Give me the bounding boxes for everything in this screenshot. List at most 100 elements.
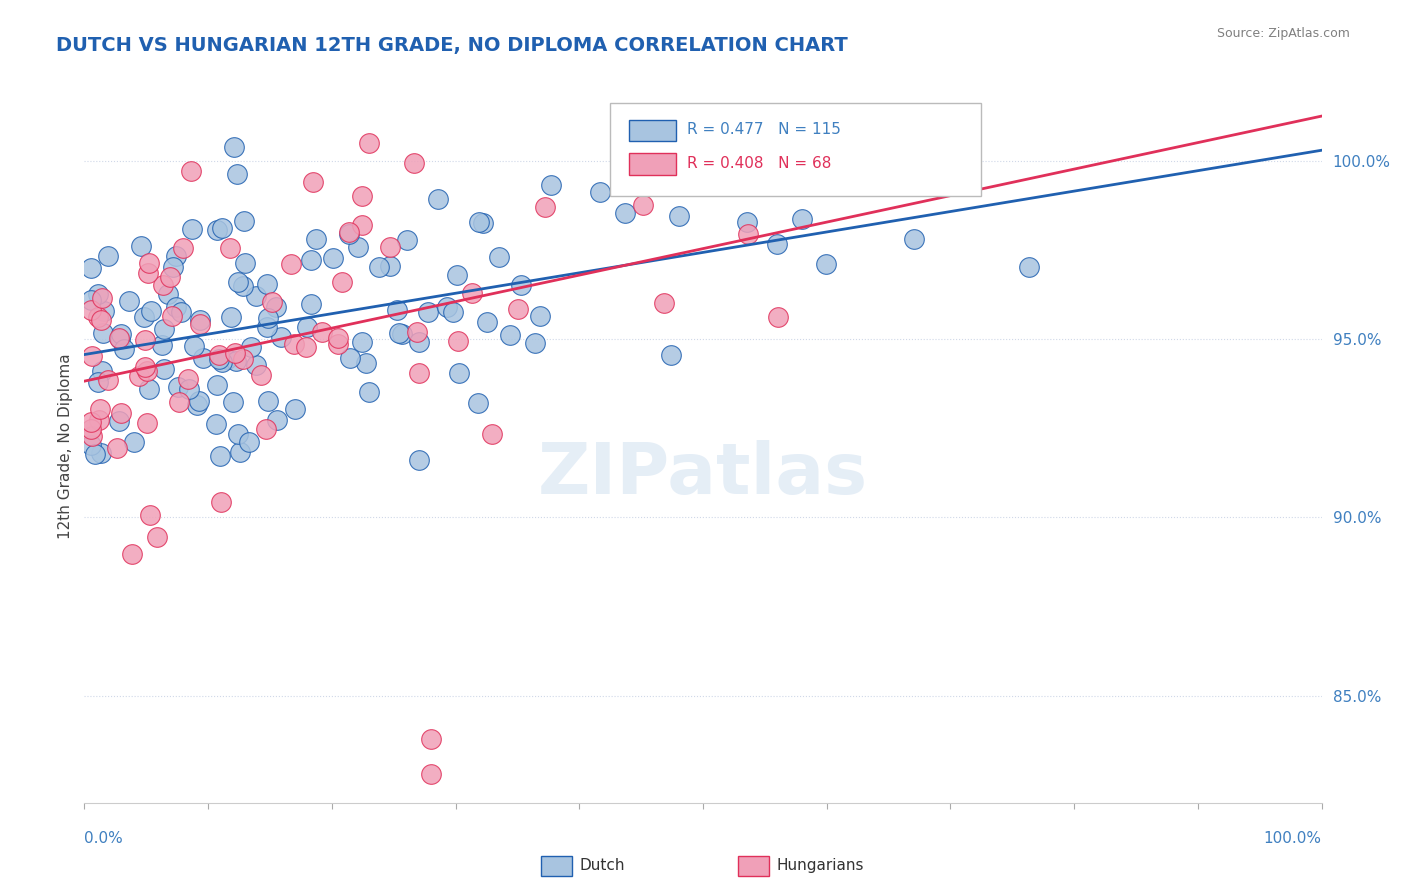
Point (205, 223, 228, 237)
Point (436, 301, 458, 315)
Point (159, 269, 181, 284)
Point (467, 395, 489, 409)
Point (283, 337, 305, 351)
Text: DUTCH VS HUNGARIAN 12TH GRADE, NO DIPLOMA CORRELATION CHART: DUTCH VS HUNGARIAN 12TH GRADE, NO DIPLOM… (56, 36, 848, 54)
Point (523, 336, 546, 351)
Point (229, 445, 252, 459)
Point (169, 395, 191, 409)
Point (408, 366, 430, 380)
Point (165, 300, 187, 314)
Point (481, 426, 503, 441)
Point (110, 406, 132, 420)
Point (226, 276, 249, 290)
Point (233, 256, 256, 270)
Point (89, 413, 111, 427)
Point (107, 441, 129, 455)
Point (311, 325, 333, 339)
Point (187, 393, 209, 408)
Point (509, 278, 531, 293)
Point (90, 446, 112, 460)
FancyBboxPatch shape (628, 153, 676, 175)
Point (180, 164, 202, 178)
Point (378, 240, 401, 254)
Point (354, 356, 377, 370)
Point (128, 368, 150, 383)
Point (205, 417, 228, 432)
Text: Dutch: Dutch (579, 858, 624, 872)
Point (93, 303, 115, 318)
Point (419, 731, 441, 746)
Point (815, 257, 838, 271)
Point (90, 291, 112, 305)
Point (280, 257, 302, 271)
Point (221, 310, 243, 324)
FancyBboxPatch shape (610, 103, 981, 196)
Point (150, 338, 173, 352)
Point (82, 349, 104, 363)
Point (80, 429, 103, 443)
Point (299, 297, 322, 311)
Point (122, 435, 145, 450)
Point (79, 415, 101, 429)
Point (166, 380, 188, 394)
FancyBboxPatch shape (628, 120, 676, 141)
Point (266, 413, 288, 427)
Point (416, 305, 439, 319)
Point (347, 239, 370, 253)
Point (87, 375, 110, 389)
Point (534, 200, 557, 214)
Point (322, 252, 344, 266)
Point (294, 340, 316, 354)
Point (183, 339, 205, 353)
Point (792, 212, 814, 227)
Point (540, 178, 562, 192)
Point (467, 215, 489, 229)
Point (460, 286, 482, 301)
Point (419, 767, 441, 781)
Point (79, 260, 101, 275)
Text: ZIPatlas: ZIPatlas (538, 440, 868, 509)
Point (83, 447, 105, 461)
Point (446, 334, 468, 348)
Point (79, 437, 101, 451)
Point (145, 530, 167, 544)
Point (79, 422, 101, 436)
Point (118, 294, 141, 309)
Point (170, 305, 193, 319)
Point (441, 304, 464, 318)
Point (256, 277, 278, 291)
Point (211, 355, 233, 369)
Point (226, 427, 249, 442)
Point (225, 353, 247, 368)
Point (181, 222, 204, 236)
Point (257, 311, 280, 326)
Point (240, 340, 263, 354)
Point (153, 362, 176, 376)
Point (79, 293, 101, 308)
Point (408, 453, 430, 467)
Text: 0.0%: 0.0% (84, 831, 124, 847)
Point (188, 317, 211, 331)
Point (630, 136, 652, 150)
Point (245, 359, 267, 373)
Point (108, 332, 131, 346)
Point (208, 352, 231, 367)
Point (222, 394, 245, 409)
Point (87, 287, 110, 301)
Point (613, 206, 636, 220)
Text: R = 0.477   N = 115: R = 0.477 N = 115 (688, 122, 841, 137)
Point (160, 309, 183, 323)
Point (427, 193, 450, 207)
Point (378, 259, 401, 273)
Point (250, 368, 273, 383)
Point (589, 185, 612, 199)
Point (766, 310, 789, 324)
Point (97, 249, 120, 263)
Point (766, 236, 789, 251)
Point (357, 384, 380, 399)
Point (91, 364, 114, 378)
Point (256, 393, 278, 408)
Point (735, 214, 758, 228)
Point (153, 321, 176, 335)
Point (90, 313, 112, 327)
